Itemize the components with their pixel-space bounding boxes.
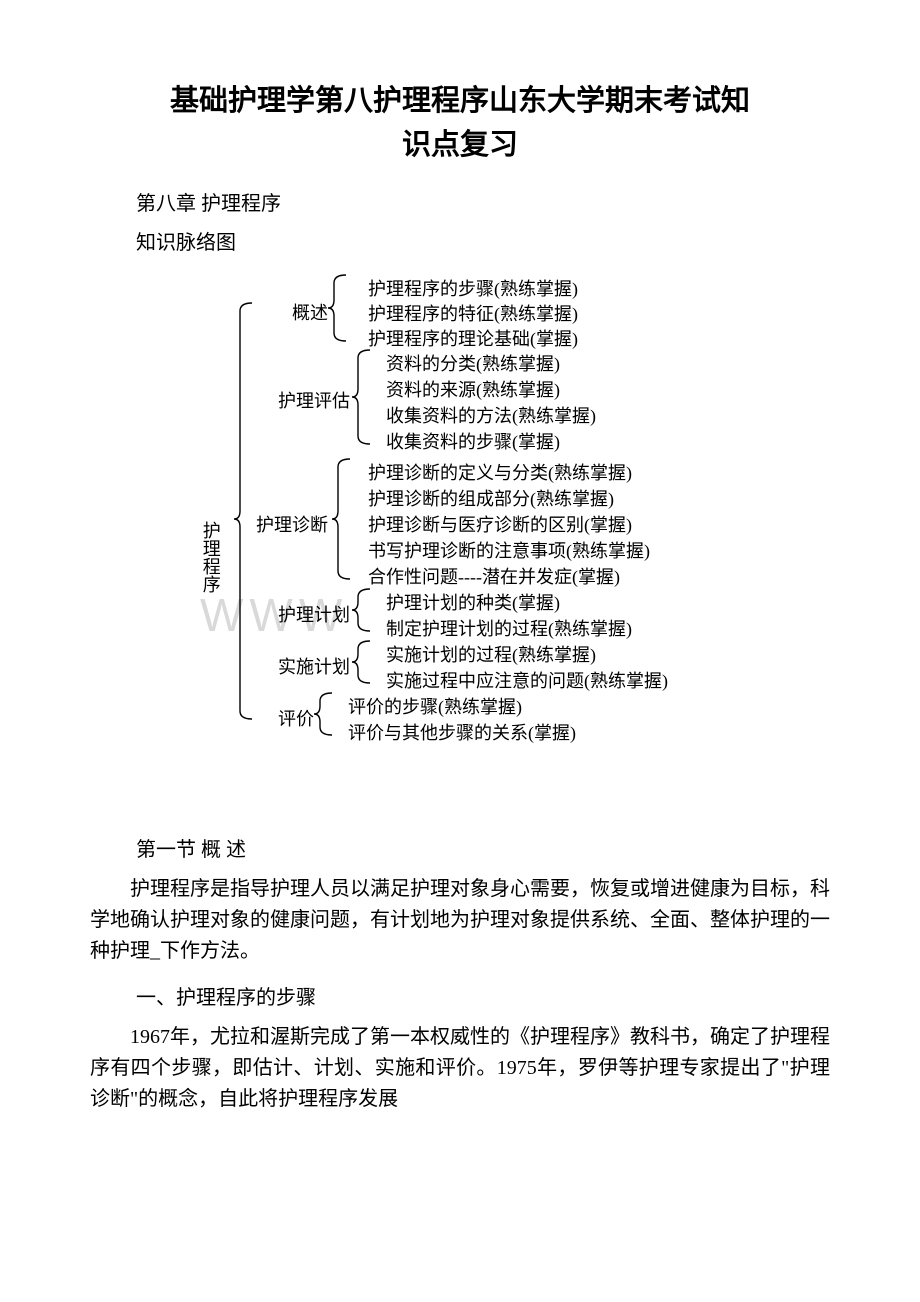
section-1-heading: 第一节 概 述 xyxy=(136,833,830,862)
page-title: 基础护理学第八护理程序山东大学期末考试知 识点复习 xyxy=(90,80,830,167)
chapter-heading: 第八章 护理程序 xyxy=(136,187,830,216)
diagram-leaf: 书写护理诊断的注意事项(熟练掌握) xyxy=(368,537,650,563)
subheading-1: 一、护理程序的步骤 xyxy=(136,981,830,1010)
diagram-leaf: 护理诊断的定义与分类(熟练掌握) xyxy=(368,459,632,485)
diagram-leaf: 实施过程中应注意的问题(熟练掌握) xyxy=(386,667,668,693)
paragraph-1: 护理程序是指导护理人员以满足护理对象身心需要，恢复或增进健康为目标，科学地确认护… xyxy=(90,874,830,967)
diagram-category: 护理计划 xyxy=(278,601,350,627)
diagram-leaf: 合作性问题----潜在并发症(掌握) xyxy=(368,563,620,589)
diagram-leaf: 护理诊断的组成部分(熟练掌握) xyxy=(368,485,614,511)
diagram-leaf: 实施计划的过程(熟练掌握) xyxy=(386,641,596,667)
diagram-leaf: 资料的来源(熟练掌握) xyxy=(386,376,560,402)
knowledge-diagram: 护理程序 概述 护理程序的步骤(熟练掌握)护理程序的特征(熟练掌握)护理程序的理论基… xyxy=(90,269,830,809)
title-line-1: 基础护理学第八护理程序山东大学期末考试知 xyxy=(170,85,750,117)
diagram-category: 护理评估 xyxy=(278,387,350,413)
diagram-leaf: 评价与其他步骤的关系(掌握) xyxy=(348,719,576,745)
diagram-leaf: 评价的步骤(熟练掌握) xyxy=(348,693,522,719)
diagram-leaf: 制定护理计划的过程(熟练掌握) xyxy=(386,615,632,641)
diagram-leaf: 收集资料的方法(熟练掌握) xyxy=(386,402,596,428)
diagram-category: 评价 xyxy=(278,705,314,731)
diagram-leaf: 护理诊断与医疗诊断的区别(掌握) xyxy=(368,511,632,537)
diagram-leaf: 护理程序的步骤(熟练掌握) xyxy=(368,275,578,301)
diagram-root: 护理程序 xyxy=(200,521,220,593)
paragraph-2: 1967年，尤拉和渥斯完成了第一本权威性的《护理程序》教科书，确定了护理程序有四… xyxy=(90,1022,830,1115)
diagram-leaf: 护理程序的理论基础(掌握) xyxy=(368,325,578,351)
diagram-category: 概述 xyxy=(292,299,328,325)
diagram-leaf: 护理计划的种类(掌握) xyxy=(386,589,560,615)
diagram-category: 护理诊断 xyxy=(256,511,328,537)
diagram-leaf: 收集资料的步骤(掌握) xyxy=(386,428,560,454)
title-line-2: 识点复习 xyxy=(402,129,518,161)
diagram-leaf: 护理程序的特征(熟练掌握) xyxy=(368,300,578,326)
subtitle: 知识脉络图 xyxy=(136,226,830,255)
diagram-category: 实施计划 xyxy=(278,653,350,679)
diagram-leaf: 资料的分类(熟练掌握) xyxy=(386,350,560,376)
